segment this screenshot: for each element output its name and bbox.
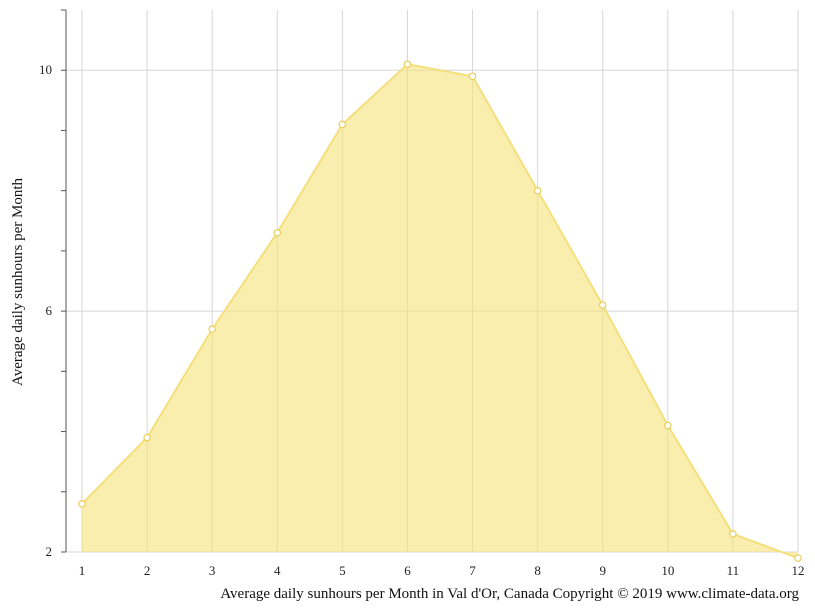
data-markers [78, 60, 802, 562]
y-axis-title: Average daily sunhours per Month [10, 178, 26, 387]
x-tick-label: 6 [404, 563, 411, 578]
data-point [338, 120, 347, 129]
data-point [794, 554, 802, 562]
area-fill [82, 64, 798, 559]
x-tick-label: 11 [727, 563, 740, 578]
chart-caption: Average daily sunhours per Month in Val … [220, 586, 799, 602]
data-point [729, 530, 737, 538]
series-line [81, 63, 799, 559]
x-tick-label: 12 [792, 563, 805, 578]
x-tick-label: 8 [534, 563, 541, 578]
x-tick-label: 1 [79, 563, 86, 578]
x-tick-labels: 1 2 3 4 5 6 7 8 9 10 11 12 [79, 563, 805, 578]
y-tick-label: 6 [46, 303, 53, 318]
y-tick-label: 2 [46, 544, 53, 559]
x-tick-label: 7 [469, 563, 476, 578]
axes [61, 9, 67, 553]
y-tick-labels: 2 6 10 [39, 62, 53, 559]
x-tick-label: 3 [209, 563, 216, 578]
x-tick-label: 2 [144, 563, 151, 578]
x-tick-label: 9 [599, 563, 606, 578]
data-point [273, 229, 282, 237]
data-point [664, 421, 672, 430]
data-point [208, 325, 216, 333]
data-point [468, 72, 477, 81]
data-point [403, 60, 412, 68]
x-tick-label: 10 [661, 563, 674, 578]
area-series [81, 63, 799, 559]
data-point [533, 186, 542, 195]
x-tick-label: 4 [274, 563, 281, 578]
data-point [78, 500, 86, 508]
data-point [143, 433, 151, 442]
data-point [598, 301, 607, 309]
x-tick-label: 5 [339, 563, 346, 578]
y-tick-label: 10 [39, 62, 52, 77]
